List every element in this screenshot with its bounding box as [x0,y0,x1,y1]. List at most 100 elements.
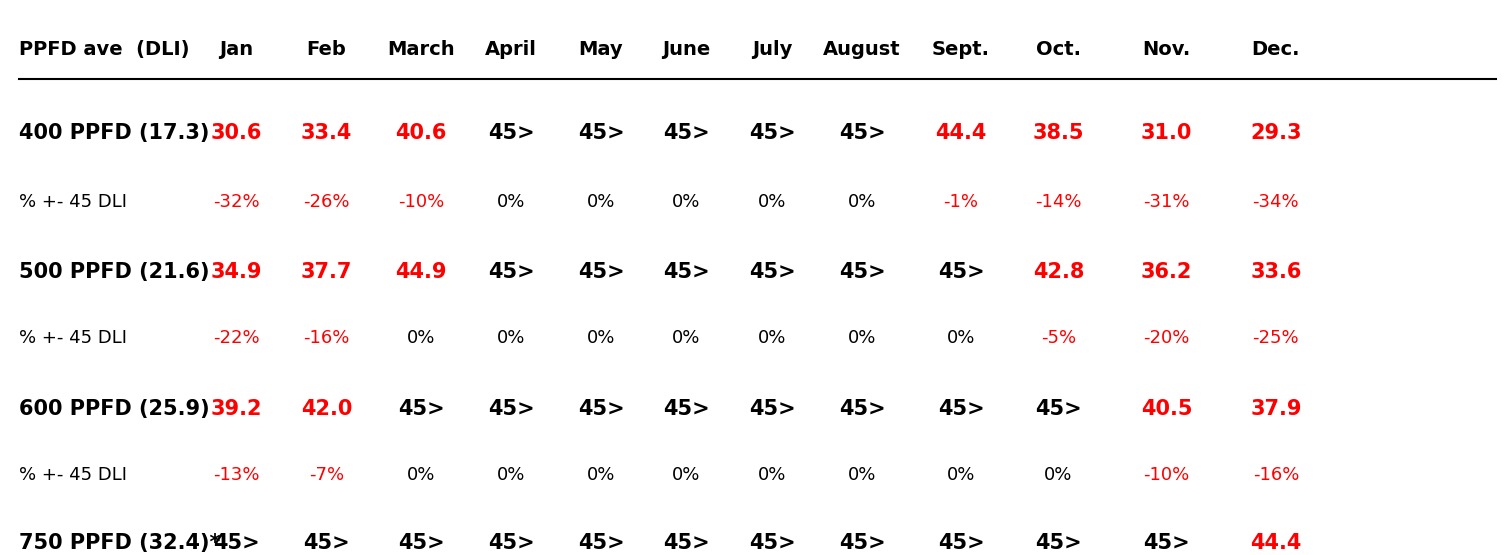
Text: % +- 45 DLI: % +- 45 DLI [20,329,127,347]
Text: -34%: -34% [1253,193,1300,210]
Text: 600 PPFD (25.9): 600 PPFD (25.9) [20,399,210,419]
Text: -10%: -10% [398,193,445,210]
Text: 30.6: 30.6 [211,123,262,143]
Text: -20%: -20% [1143,329,1190,347]
Text: 44.4: 44.4 [1250,533,1301,553]
Text: -25%: -25% [1253,329,1300,347]
Text: 37.7: 37.7 [302,262,353,282]
Text: -31%: -31% [1143,193,1190,210]
Text: 0%: 0% [847,329,876,347]
Text: -16%: -16% [303,329,350,347]
Text: 44.4: 44.4 [935,123,986,143]
Text: -10%: -10% [1143,466,1190,484]
Text: 0%: 0% [673,329,701,347]
Text: 45>: 45> [303,533,350,553]
Text: 45>: 45> [1034,399,1081,419]
Text: 0%: 0% [759,193,786,210]
Text: 0%: 0% [759,329,786,347]
Text: 0%: 0% [587,466,615,484]
Text: -7%: -7% [309,466,344,484]
Text: 37.9: 37.9 [1250,399,1301,419]
Text: Feb: Feb [306,41,347,59]
Text: March: March [388,41,455,59]
Text: % +- 45 DLI: % +- 45 DLI [20,466,127,484]
Text: 45>: 45> [664,399,710,419]
Text: 45>: 45> [938,533,985,553]
Text: 45>: 45> [578,399,624,419]
Text: 45>: 45> [664,123,710,143]
Text: Oct.: Oct. [1036,41,1081,59]
Text: 45>: 45> [213,533,259,553]
Text: 40.5: 40.5 [1140,399,1193,419]
Text: May: May [579,41,623,59]
Text: 0%: 0% [947,466,976,484]
Text: 0%: 0% [407,466,436,484]
Text: 0%: 0% [847,193,876,210]
Text: Jan: Jan [220,41,253,59]
Text: 45>: 45> [838,123,885,143]
Text: 29.3: 29.3 [1250,123,1301,143]
Text: 45>: 45> [664,533,710,553]
Text: 45>: 45> [748,262,795,282]
Text: 45>: 45> [838,399,885,419]
Text: -1%: -1% [944,193,979,210]
Text: 45>: 45> [578,123,624,143]
Text: 0%: 0% [847,466,876,484]
Text: 750 PPFD (32.4)*: 750 PPFD (32.4)* [20,533,220,553]
Text: 42.0: 42.0 [302,399,353,419]
Text: 0%: 0% [759,466,786,484]
Text: 0%: 0% [947,329,976,347]
Text: 45>: 45> [664,262,710,282]
Text: 40.6: 40.6 [395,123,446,143]
Text: -22%: -22% [213,329,259,347]
Text: 0%: 0% [673,193,701,210]
Text: July: July [752,41,792,59]
Text: 34.9: 34.9 [211,262,262,282]
Text: 500 PPFD (21.6): 500 PPFD (21.6) [20,262,210,282]
Text: 45>: 45> [487,262,534,282]
Text: 45>: 45> [838,533,885,553]
Text: 45>: 45> [487,399,534,419]
Text: 45>: 45> [748,399,795,419]
Text: 44.9: 44.9 [395,262,446,282]
Text: 31.0: 31.0 [1140,123,1193,143]
Text: 33.6: 33.6 [1250,262,1301,282]
Text: 0%: 0% [1044,466,1072,484]
Text: April: April [486,41,537,59]
Text: June: June [662,41,710,59]
Text: 0%: 0% [496,329,525,347]
Text: Dec.: Dec. [1252,41,1300,59]
Text: 45>: 45> [1143,533,1190,553]
Text: 45>: 45> [748,533,795,553]
Text: 45>: 45> [578,262,624,282]
Text: 38.5: 38.5 [1033,123,1084,143]
Text: 33.4: 33.4 [302,123,353,143]
Text: -32%: -32% [213,193,259,210]
Text: -16%: -16% [1253,466,1298,484]
Text: August: August [823,41,900,59]
Text: Sept.: Sept. [932,41,989,59]
Text: 45>: 45> [938,262,985,282]
Text: 45>: 45> [938,399,985,419]
Text: PPFD ave  (DLI): PPFD ave (DLI) [20,41,190,59]
Text: 0%: 0% [496,193,525,210]
Text: 0%: 0% [673,466,701,484]
Text: 45>: 45> [398,533,445,553]
Text: 42.8: 42.8 [1033,262,1084,282]
Text: 45>: 45> [748,123,795,143]
Text: 400 PPFD (17.3): 400 PPFD (17.3) [20,123,210,143]
Text: 0%: 0% [587,329,615,347]
Text: -26%: -26% [303,193,350,210]
Text: % +- 45 DLI: % +- 45 DLI [20,193,127,210]
Text: 45>: 45> [578,533,624,553]
Text: 0%: 0% [587,193,615,210]
Text: 39.2: 39.2 [211,399,262,419]
Text: -14%: -14% [1034,193,1081,210]
Text: -13%: -13% [213,466,259,484]
Text: 45>: 45> [487,123,534,143]
Text: 45>: 45> [487,533,534,553]
Text: 36.2: 36.2 [1140,262,1193,282]
Text: 0%: 0% [407,329,436,347]
Text: 45>: 45> [1034,533,1081,553]
Text: Nov.: Nov. [1142,41,1190,59]
